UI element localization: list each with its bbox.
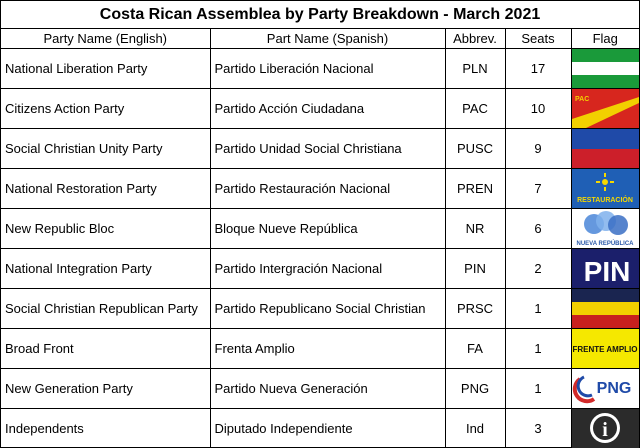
party-flag-cell: PIN: [571, 248, 639, 289]
party-seats: 2: [505, 248, 572, 289]
party-seats: 10: [505, 88, 572, 129]
party-seats: 9: [505, 128, 572, 169]
party-flag-cell: FRENTE AMPLIO: [571, 328, 639, 369]
party-flag-cell: RESTAURACIÓN: [571, 168, 639, 209]
pusc-flag-icon: [571, 129, 639, 168]
party-name-spanish: Partido Nueva Generación: [210, 368, 446, 409]
party-name-spanish: Partido Unidad Social Christiana: [210, 128, 446, 169]
table-row: Broad Front Frenta Amplio FA 1 FRENTE AM…: [1, 328, 639, 369]
table-row: Independents Diputado Independiente Ind …: [1, 408, 639, 448]
party-name-english: Broad Front: [1, 328, 211, 369]
party-name-english: Independents: [1, 408, 211, 448]
info-icon-label: i: [602, 419, 608, 441]
party-table: Party Name (English) Part Name (Spanish)…: [1, 29, 639, 448]
party-abbrev: FA: [445, 328, 506, 369]
party-name-spanish: Partido Republicano Social Christian: [210, 288, 446, 329]
party-flag-cell: [571, 128, 639, 169]
pln-flag-icon: [571, 49, 639, 88]
fa-flag-label: FRENTE AMPLIO: [572, 345, 637, 354]
party-name-english: Social Christian Republican Party: [1, 288, 211, 329]
party-name-spanish: Diputado Independiente: [210, 408, 446, 448]
pac-flag-icon: PAC: [571, 89, 639, 128]
pac-flag-label: PAC: [575, 96, 589, 103]
prsc-flag-icon: [571, 289, 639, 328]
party-abbrev: PREN: [445, 168, 506, 209]
party-flag-cell: [571, 48, 639, 89]
pin-flag-label: PIN: [583, 256, 630, 287]
pren-flag-icon: RESTAURACIÓN: [571, 169, 639, 208]
info-icon: i: [571, 409, 639, 448]
party-seats: 1: [505, 368, 572, 409]
party-seats: 3: [505, 408, 572, 448]
party-seats: 17: [505, 48, 572, 89]
fa-flag-icon: FRENTE AMPLIO: [571, 329, 639, 368]
party-flag-cell: PAC: [571, 88, 639, 129]
party-name-english: National Liberation Party: [1, 48, 211, 89]
party-seats: 6: [505, 208, 572, 249]
nr-flag-label: NUEVA REPÚBLICA: [576, 240, 634, 247]
column-header-seats: Seats: [505, 29, 572, 49]
party-flag-cell: [571, 288, 639, 329]
party-name-english: Citizens Action Party: [1, 88, 211, 129]
column-header-flag: Flag: [571, 29, 639, 49]
party-name-spanish: Partido Liberación Nacional: [210, 48, 446, 89]
column-header-abbrev: Abbrev.: [445, 29, 506, 49]
party-name-spanish: Partido Intergración Nacional: [210, 248, 446, 289]
table-row: Social Christian Unity Party Partido Uni…: [1, 128, 639, 169]
party-name-spanish: Partido Restauración Nacional: [210, 168, 446, 209]
party-abbrev: PLN: [445, 48, 506, 89]
party-abbrev: PNG: [445, 368, 506, 409]
party-flag-cell: NUEVA REPÚBLICA: [571, 208, 639, 249]
party-abbrev: PRSC: [445, 288, 506, 329]
column-header-english: Party Name (English): [1, 29, 211, 49]
party-abbrev: PIN: [445, 248, 506, 289]
party-abbrev: PAC: [445, 88, 506, 129]
header-row: Party Name (English) Part Name (Spanish)…: [1, 29, 639, 49]
party-abbrev: Ind: [445, 408, 506, 448]
table-row: Citizens Action Party Partido Acción Ciu…: [1, 88, 639, 129]
table-row: New Generation Party Partido Nueva Gener…: [1, 368, 639, 409]
table-row: New Republic Bloc Bloque Nueve República…: [1, 208, 639, 249]
table-row: National Liberation Party Partido Libera…: [1, 48, 639, 89]
party-name-english: National Restoration Party: [1, 168, 211, 209]
party-flag-cell: PNG: [571, 368, 639, 409]
party-abbrev: PUSC: [445, 128, 506, 169]
png-flag-label: PNG: [596, 380, 631, 397]
party-name-english: New Generation Party: [1, 368, 211, 409]
party-name-english: Social Christian Unity Party: [1, 128, 211, 169]
nr-flag-icon: NUEVA REPÚBLICA: [571, 209, 639, 248]
table-row: National Integration Party Partido Inter…: [1, 248, 639, 289]
party-seats: 1: [505, 328, 572, 369]
party-abbrev: NR: [445, 208, 506, 249]
party-seats: 1: [505, 288, 572, 329]
png-flag-icon: PNG: [571, 369, 639, 408]
pren-flag-label: RESTAURACIÓN: [577, 195, 633, 204]
party-seats: 7: [505, 168, 572, 209]
page-title: Costa Rican Assemblea by Party Breakdown…: [1, 1, 639, 29]
table-row: Social Christian Republican Party Partid…: [1, 288, 639, 329]
pin-flag-icon: PIN: [571, 249, 639, 288]
party-name-english: New Republic Bloc: [1, 208, 211, 249]
party-flag-cell: i: [571, 409, 639, 448]
column-header-spanish: Part Name (Spanish): [210, 29, 446, 49]
party-name-spanish: Bloque Nueve República: [210, 208, 446, 249]
party-name-spanish: Frenta Amplio: [210, 328, 446, 369]
table-row: National Restoration Party Partido Resta…: [1, 168, 639, 209]
party-name-english: National Integration Party: [1, 248, 211, 289]
party-name-spanish: Partido Acción Ciudadana: [210, 88, 446, 129]
